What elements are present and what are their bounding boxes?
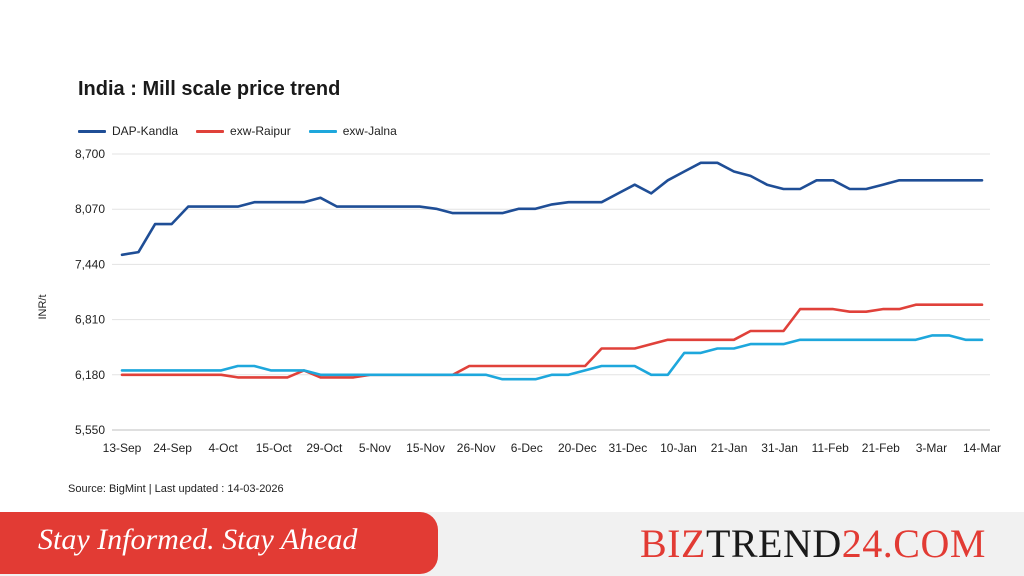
y-axis-label: INR/t: [37, 294, 49, 319]
x-tick-label: 21-Jan: [711, 441, 748, 455]
x-tick-label: 3-Mar: [916, 441, 947, 455]
chart-title: India : Mill scale price trend: [78, 78, 341, 100]
legend-swatch-exw-jalna: [308, 129, 337, 133]
y-tick-label: 8,070: [75, 202, 105, 216]
legend-item-dap-kandla: DAP-Kandla: [78, 124, 178, 138]
brand-logo-part-trend: TREND: [705, 521, 842, 566]
y-tick-label: 8,700: [75, 147, 105, 161]
x-tick-label: 15-Nov: [406, 441, 445, 455]
y-tick-label: 7,440: [75, 257, 105, 271]
x-axis-ticks: 13-Sep 24-Sep 4-Oct 15-Oct 29-Oct 5-Nov 15-Nov…: [103, 441, 1001, 455]
legend-swatch-exw-raipur: [196, 129, 225, 133]
footer-bar: Stay Informed. Stay Ahead BIZTREND24.COM: [0, 512, 1024, 576]
x-tick-label: 11-Feb: [812, 441, 849, 455]
series-line-exw-jalna: [120, 334, 984, 381]
legend-label-exw-jalna: exw-Jalna: [342, 124, 397, 138]
brand-logo-part-com: 24.COM: [841, 521, 986, 566]
x-tick-label: 31-Jan: [761, 441, 798, 455]
brand-logo-part-biz: BIZ: [640, 521, 706, 566]
y-tick-label: 5,550: [75, 423, 105, 437]
x-tick-label: 21-Feb: [862, 441, 900, 455]
x-tick-label: 15-Oct: [256, 441, 293, 455]
legend-item-exw-jalna: exw-Jalna: [308, 124, 397, 138]
x-tick-label: 5-Nov: [359, 441, 391, 455]
series-line-exw-raipur: [120, 303, 984, 379]
source-note: Source: BigMint | Last updated : 14-03-2…: [68, 483, 284, 495]
footer-slogan-banner: Stay Informed. Stay Ahead: [0, 512, 438, 574]
x-tick-label: 10-Jan: [660, 441, 697, 455]
x-tick-label: 20-Dec: [558, 441, 597, 455]
chart-series: [120, 161, 984, 381]
brand-logo[interactable]: BIZTREND24.COM: [640, 520, 986, 567]
legend-swatch-dap-kandla: [78, 129, 106, 133]
x-tick-label: 24-Sep: [153, 441, 192, 455]
y-tick-label: 6,180: [75, 368, 105, 382]
legend-label-exw-raipur: exw-Raipur: [230, 124, 291, 138]
chart-gridlines: [112, 153, 990, 431]
series-line-dap-kandla: [120, 161, 984, 257]
y-axis-ticks: 5,550 6,180 6,810 7,440 8,070 8,700: [75, 147, 105, 437]
y-tick-label: 6,810: [75, 313, 105, 327]
x-tick-label: 31-Dec: [609, 441, 648, 455]
line-chart: 5,550 6,180 6,810 7,440 8,070 8,700 13-Sep 24-…: [37, 147, 1001, 455]
x-tick-label: 13-Sep: [103, 441, 142, 455]
chart-legend: DAP-Kandla exw-Raipur exw-Jalna: [78, 123, 397, 139]
x-tick-label: 29-Oct: [306, 441, 343, 455]
footer-slogan: Stay Informed. Stay Ahead: [38, 523, 358, 556]
legend-item-exw-raipur: exw-Raipur: [196, 124, 291, 138]
legend-label-dap-kandla: DAP-Kandla: [112, 124, 179, 138]
x-tick-label: 26-Nov: [457, 441, 496, 455]
x-tick-label: 4-Oct: [209, 441, 239, 455]
x-tick-label: 14-Mar: [963, 441, 1001, 455]
x-tick-label: 6-Dec: [511, 441, 543, 455]
